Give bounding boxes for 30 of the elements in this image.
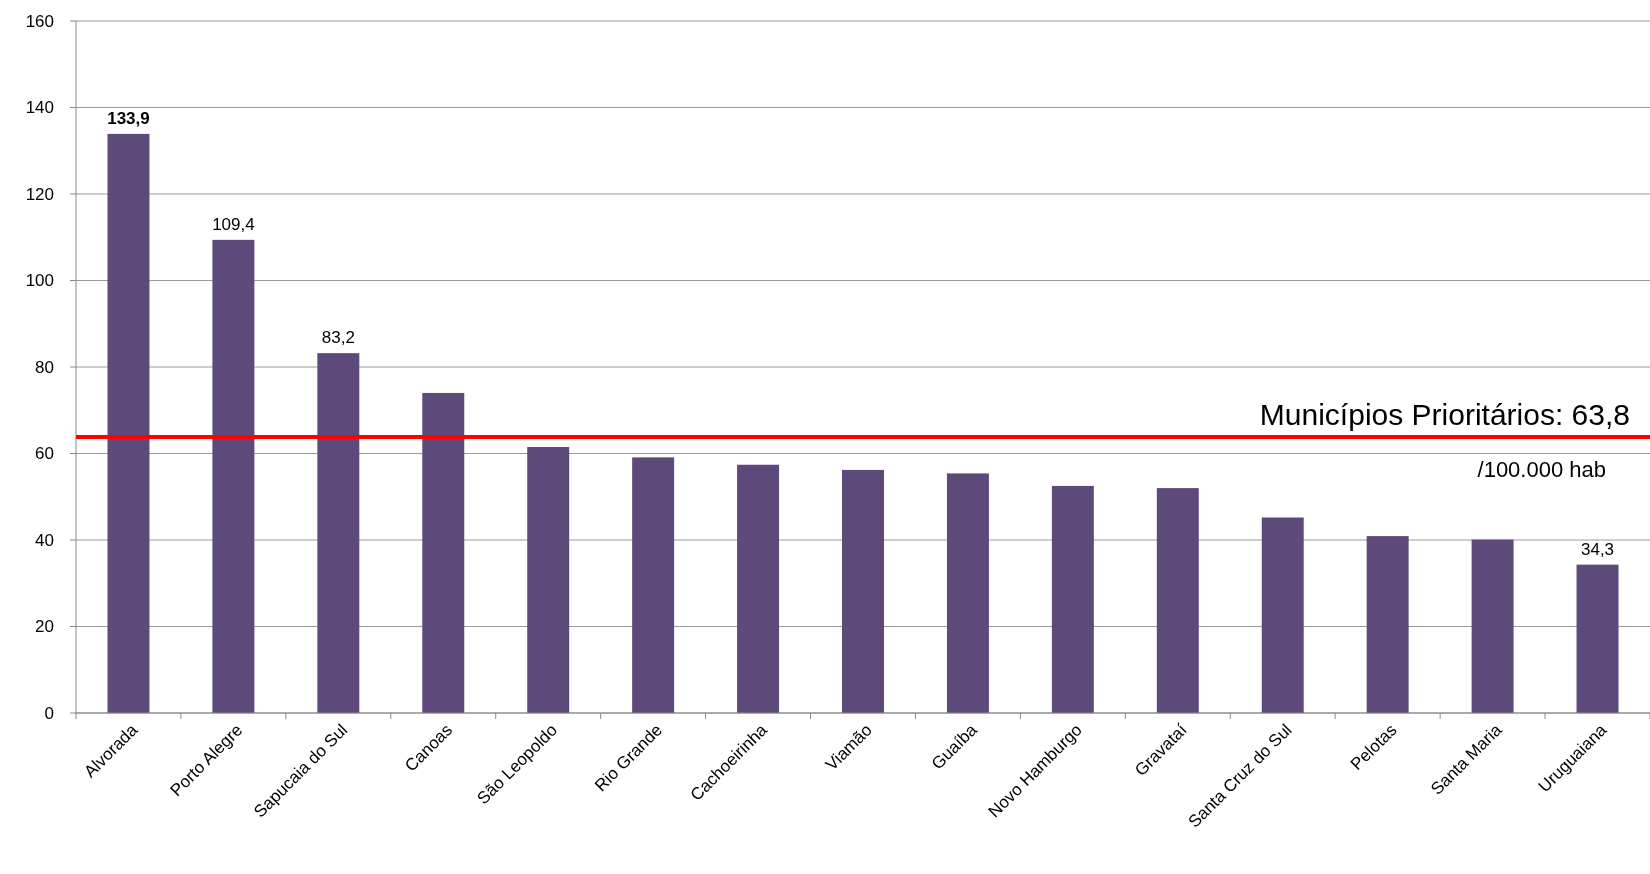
y-tick-label: 140 xyxy=(25,98,54,118)
y-tick-label: 160 xyxy=(25,11,54,31)
bar xyxy=(946,473,989,713)
y-tick-label: 60 xyxy=(35,444,54,464)
bar xyxy=(422,392,465,713)
y-tick-label: 40 xyxy=(35,530,54,550)
data-label: 83,2 xyxy=(321,328,355,348)
bar xyxy=(212,239,255,713)
bar xyxy=(1576,564,1619,713)
annotation: /100.000 hab xyxy=(1477,457,1606,483)
data-label: 34,3 xyxy=(1580,539,1615,559)
y-tick-label: 120 xyxy=(25,184,54,204)
bar xyxy=(107,133,150,713)
data-label: 109,4 xyxy=(212,214,255,234)
bar xyxy=(1156,488,1199,713)
y-tick-label: 80 xyxy=(35,357,54,377)
bar xyxy=(317,353,360,713)
bar xyxy=(1471,539,1514,713)
bar xyxy=(1051,485,1094,713)
data-label: 133,9 xyxy=(107,108,150,128)
bar xyxy=(737,464,780,713)
ref-line-label: Municípios Prioritários: 63,8 xyxy=(1259,398,1630,432)
bar xyxy=(632,457,675,713)
bar xyxy=(1261,517,1304,713)
y-tick-label: 0 xyxy=(44,703,54,723)
y-tick-label: 20 xyxy=(35,617,54,637)
y-tick-label: 100 xyxy=(25,271,54,291)
bar xyxy=(1366,536,1409,713)
bar xyxy=(842,469,884,713)
bar xyxy=(527,447,570,713)
